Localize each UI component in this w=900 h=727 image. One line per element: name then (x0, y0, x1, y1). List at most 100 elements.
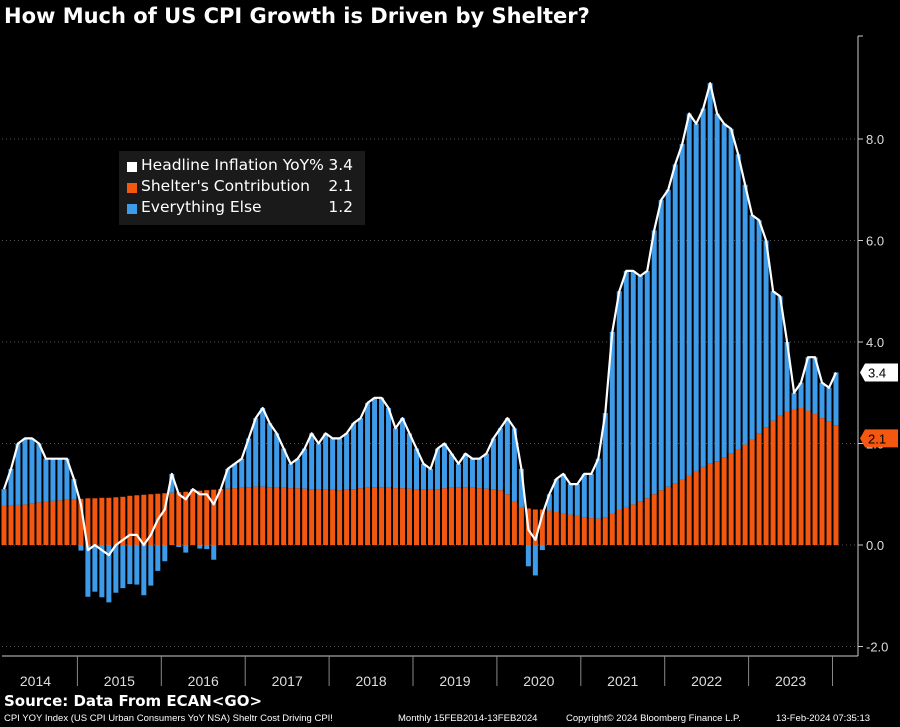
shelter-bar (358, 488, 364, 545)
shelter-bar (379, 487, 385, 545)
other-bar (15, 443, 21, 505)
shelter-bar (539, 509, 545, 545)
x-tick-label: 2018 (355, 673, 386, 689)
x-tick-label: 2023 (775, 673, 806, 689)
other-bar (462, 453, 468, 488)
shelter-bar (497, 490, 503, 545)
other-bar (539, 545, 545, 551)
shelter-bar (651, 494, 657, 545)
other-bar (658, 199, 664, 491)
other-bar (302, 448, 308, 489)
shelter-bar (330, 489, 336, 545)
shelter-bar (714, 461, 720, 545)
other-bar (288, 463, 294, 489)
other-bar (106, 545, 112, 603)
shelter-bar (8, 505, 14, 545)
shelter-bar (511, 501, 517, 545)
other-bar (330, 438, 336, 490)
legend-label-headline: Headline Inflation YoY% (141, 156, 324, 174)
shelter-bar (630, 504, 636, 545)
other-bar (323, 433, 329, 490)
shelter-bar (532, 509, 538, 545)
shelter-bar (742, 444, 748, 545)
shelter-bar (567, 514, 573, 545)
other-bar (99, 545, 105, 598)
other-bar (602, 413, 608, 518)
other-bar (246, 438, 252, 488)
other-bar (763, 240, 769, 428)
shelter-bar (588, 518, 594, 545)
other-bar (414, 448, 420, 490)
shelter-bar (756, 433, 762, 545)
other-bar (805, 357, 811, 411)
other-bar (672, 164, 678, 484)
shelter-bar (553, 512, 559, 545)
shelter-bar (295, 488, 301, 545)
other-bar (623, 270, 629, 507)
shelter-bar (225, 488, 231, 545)
y-tick-label: -2.0 (866, 640, 888, 655)
x-tick-label: 2015 (104, 673, 135, 689)
y-tick-label: 0.0 (866, 538, 884, 553)
footer-copyright: Copyright© 2024 Bloomberg Finance L.P. (566, 713, 741, 724)
other-bar (92, 545, 98, 592)
shelter-bar (57, 500, 63, 545)
other-bar (113, 545, 119, 593)
other-bar (609, 331, 615, 514)
legend: Headline Inflation YoY% 3.4 Shelter's Co… (119, 151, 365, 225)
shelter-bar (686, 474, 692, 545)
other-bar (448, 453, 454, 488)
shelter-bar (169, 492, 175, 545)
other-bar (393, 428, 399, 489)
other-bar (686, 113, 692, 475)
other-bar (651, 230, 657, 495)
other-bar (22, 438, 28, 505)
shelter-bar (644, 498, 650, 545)
shelter-bar (400, 488, 406, 545)
other-bar (532, 545, 538, 576)
shelter-bar (232, 488, 238, 545)
shelter-bar (386, 487, 392, 545)
other-bar (595, 458, 601, 519)
other-bar (127, 545, 133, 585)
shelter-bar (113, 497, 119, 545)
x-tick-label: 2021 (607, 673, 638, 689)
shelter-bar (777, 415, 783, 545)
shelter-bar (162, 493, 168, 545)
shelter-bar (323, 489, 329, 545)
shelter-bar (637, 501, 643, 545)
shelter-bar (260, 486, 266, 545)
other-bar (400, 418, 406, 489)
other-bar (567, 484, 573, 515)
other-bar (232, 463, 238, 489)
other-bar (309, 433, 315, 490)
shelter-bar (595, 518, 601, 545)
other-bar (64, 458, 70, 500)
shelter-bar (602, 517, 608, 545)
legend-value-shelter: 2.1 (328, 177, 353, 195)
shelter-bar (22, 504, 28, 545)
shelter-bar (805, 410, 811, 545)
shelter-bar (85, 498, 91, 545)
other-bar (183, 545, 189, 553)
shelter-bar (721, 457, 727, 545)
headline-line (2, 82, 837, 557)
other-bar (267, 423, 273, 488)
shelter-bar (462, 487, 468, 545)
shelter-bar (274, 487, 280, 545)
shelter-bar (127, 495, 133, 545)
shelter-bar (560, 513, 566, 545)
other-bar (225, 468, 231, 489)
other-bar (379, 397, 385, 488)
y-tick-label: 6.0 (866, 234, 884, 249)
shelter-bar (609, 513, 615, 545)
shelter-bar (581, 517, 587, 545)
end-label-headline-text: 3.4 (868, 365, 886, 380)
other-bar (407, 433, 413, 489)
shelter-bar (833, 425, 839, 545)
shelter-bar (826, 421, 832, 545)
other-bar (714, 113, 720, 462)
other-bar (260, 407, 266, 487)
chart-title: How Much of US CPI Growth is Driven by S… (4, 4, 590, 28)
